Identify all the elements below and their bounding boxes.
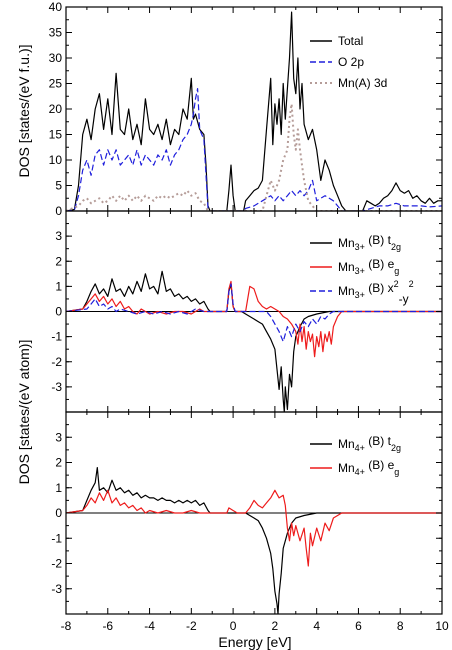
legend-label: Mn4+ (B) eg — [338, 458, 399, 477]
y-tick-label: -1 — [51, 330, 62, 344]
series-line-mn4-1 — [66, 489, 442, 567]
y-tick-label: 10 — [49, 153, 63, 167]
legend-label-part: Mn — [338, 437, 355, 451]
y-tick-label: 0 — [55, 305, 62, 319]
y-tick-label: 3 — [55, 430, 62, 444]
series-line-mn3-2 — [66, 283, 442, 343]
x-axis-label: Energy [eV] — [218, 634, 291, 650]
panel-total: 0 5 10 15 20 25 30 35 40 Total O 2p Mn(A) 3d — [49, 0, 443, 218]
legend-label-part: g — [394, 467, 399, 477]
legend-label-part: (B) e — [365, 458, 395, 472]
x-tick-label: -4 — [144, 619, 155, 633]
legend-label-part: Mn — [338, 461, 355, 475]
panel-frame — [65, 6, 443, 212]
y-tick-label: -2 — [51, 355, 62, 369]
y-tick-label: 0 — [55, 506, 62, 520]
legend-label-part: -y — [399, 292, 409, 306]
series-line-mn4-0 — [66, 467, 442, 614]
x-tick-label: 2 — [272, 619, 279, 633]
legend-label-part: (B) e — [365, 257, 395, 271]
series-line-mn3-1 — [66, 280, 442, 358]
legend-label: Mn4+ (B) t2g — [338, 434, 401, 453]
y-tick-label: 25 — [49, 77, 63, 91]
y-tick-label: 3 — [55, 229, 62, 243]
y-tick-label: 2 — [55, 254, 62, 268]
y-axis-label-top: DOS [states/(eV f.u.)] — [16, 44, 32, 177]
y-axis-label-bottom: DOS [states/(eV atom)] — [16, 340, 32, 485]
legend-label-part: (B) x — [365, 281, 394, 295]
y-tick-label: -3 — [51, 380, 62, 394]
legend-label-part: Mn — [338, 236, 355, 250]
legend-total: Total O 2p Mn(A) 3d — [310, 34, 387, 90]
x-tick-label: 4 — [313, 619, 320, 633]
x-tick-label: 6 — [355, 619, 362, 633]
y-tick-label: 0 — [55, 204, 62, 218]
series-group — [66, 11, 442, 211]
series-line-mn3-0 — [66, 270, 442, 412]
legend-label: Mn3+ (B) t2g — [338, 233, 401, 252]
legend-label: Mn3+ (B) eg — [338, 257, 399, 276]
legend-label-part: (B) t — [365, 233, 392, 247]
legend-label-part: 3+ — [355, 242, 365, 252]
x-tick-label: -8 — [61, 619, 72, 633]
y-tick-label: 2 — [55, 456, 62, 470]
legend-label: O 2p — [338, 55, 364, 69]
x-tick-label: 0 — [230, 619, 237, 633]
legend-label-part: 3+ — [355, 266, 365, 276]
legend-label-part: (B) t — [365, 434, 392, 448]
y-tick-label: 5 — [55, 179, 62, 193]
x-tick-label: 10 — [435, 619, 449, 633]
y-tick-label: 15 — [49, 128, 63, 142]
legend-label-part: g — [394, 266, 399, 276]
x-tick-label: -2 — [186, 619, 197, 633]
y-tick-label: 20 — [49, 102, 63, 116]
y-tick-label: 40 — [49, 0, 63, 14]
legend-label-part: Mn — [338, 284, 355, 298]
legend-label: Total — [338, 34, 363, 48]
legend-label-part: 3+ — [355, 290, 365, 300]
y-tick-label: -2 — [51, 557, 62, 571]
legend-label-part: 2g — [391, 443, 401, 453]
y-tick-label: 1 — [55, 279, 62, 293]
y-tick-label: -1 — [51, 531, 62, 545]
y-tick-label: 30 — [49, 51, 63, 65]
x-tick-label: -6 — [102, 619, 113, 633]
y-tick-label: -3 — [51, 582, 62, 596]
legend-label-part: 4+ — [355, 443, 365, 453]
legend-label-part: Mn — [338, 260, 355, 274]
legend-label: Mn(A) 3d — [338, 76, 387, 90]
legend-label-part: 2 — [409, 279, 414, 289]
legend-label-part: 4+ — [355, 467, 365, 477]
y-tick-label: 1 — [55, 481, 62, 495]
series-line-total-0 — [66, 11, 442, 211]
x-tick-label: 8 — [397, 619, 404, 633]
legend-label-part: 2 — [394, 279, 399, 289]
series-line-total-2 — [66, 102, 442, 211]
series-group — [66, 467, 442, 614]
series-group — [66, 270, 442, 412]
series-line-total-1 — [66, 88, 442, 211]
legend-label: Mn3+ (B) x2-y2 — [338, 279, 414, 306]
y-tick-label: 35 — [49, 26, 63, 40]
legend-label-part: 2g — [391, 242, 401, 252]
x-tick-labels: -8 -6 -4 -2 0 2 4 6 8 10 — [61, 619, 449, 633]
